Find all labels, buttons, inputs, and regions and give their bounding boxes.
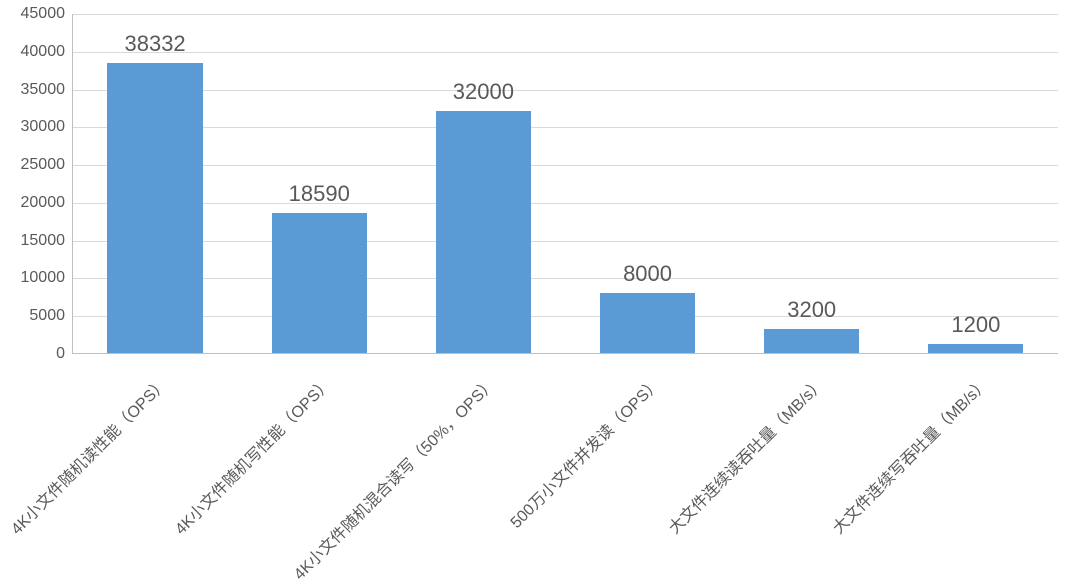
- bars-container: 383324K小文件随机读性能（OPS）185904K小文件随机写性能（OPS）…: [73, 14, 1058, 353]
- bar: [272, 213, 367, 353]
- bar-value-label: 1200: [951, 312, 1000, 338]
- bar-value-label: 8000: [623, 261, 672, 287]
- bar: [436, 111, 531, 353]
- plot-area: 0500010000150002000025000300003500040000…: [72, 14, 1058, 354]
- ytick-label: 40000: [21, 43, 74, 61]
- ytick-label: 15000: [21, 232, 74, 250]
- bar-slot: 383324K小文件随机读性能（OPS）: [73, 14, 237, 353]
- bar-slot: 8000500万小文件并发读（OPS）: [566, 14, 730, 353]
- xtick-label: 大文件连续写吞吐量（MB/s）: [976, 221, 1080, 388]
- ytick-label: 45000: [21, 5, 74, 23]
- ytick-label: 30000: [21, 118, 74, 136]
- bar-slot: 320004K小文件随机混合读写（50%，OPS）: [401, 14, 565, 353]
- bar-chart: 0 5000 10000 15000 20000 25000 30000 35000 40000…: [0, 0, 1080, 587]
- ytick-label: 20000: [21, 194, 74, 212]
- ytick-label: 5000: [29, 307, 73, 325]
- bar-slot: 3200大文件连续读吞吐量（MB/s）: [730, 14, 894, 353]
- ytick-label: 0: [56, 345, 73, 363]
- bar-value-label: 38332: [124, 31, 185, 57]
- bar-slot: 1200大文件连续写吞吐量（MB/s）: [894, 14, 1058, 353]
- ytick-label: 10000: [21, 269, 74, 287]
- bar: [107, 63, 202, 353]
- bar-value-label: 18590: [289, 181, 350, 207]
- ytick-label: 25000: [21, 156, 74, 174]
- bar-slot: 185904K小文件随机写性能（OPS）: [237, 14, 401, 353]
- bar-value-label: 32000: [453, 79, 514, 105]
- ytick-label: 35000: [21, 81, 74, 99]
- bar-value-label: 3200: [787, 297, 836, 323]
